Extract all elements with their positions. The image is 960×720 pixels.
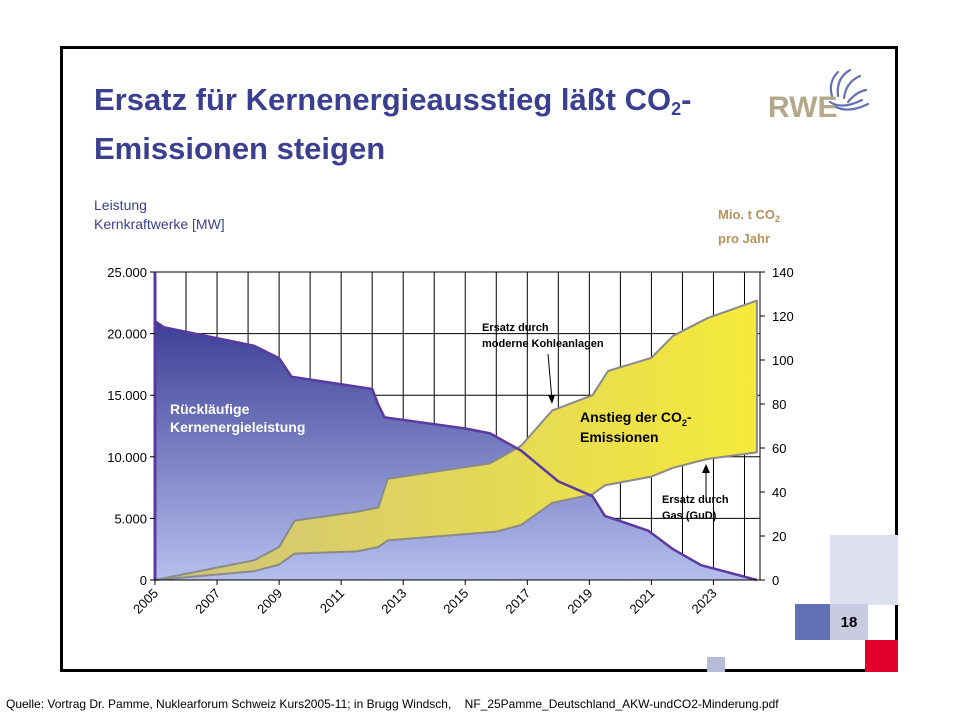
- left-axis-line-1: Leistung: [94, 197, 147, 213]
- title-dash: -: [681, 82, 692, 117]
- svg-text:Rückläufige Kernenergiel: Rückläufige Kernenergieleistung: [170, 401, 305, 435]
- left-tick-label: 0: [140, 573, 147, 588]
- title-text: Ersatz für Kernenergieausstieg läßt CO: [94, 82, 672, 117]
- x-ticks: 2005 2007 2009 2011 2013 2015 2017 2019 2021 2023: [130, 580, 720, 617]
- title-subscript: 2: [671, 99, 682, 119]
- annotations: Rückläufige Kernenergieleistung Anstieg …: [170, 322, 732, 522]
- axes: [153, 272, 761, 581]
- right-axis-line-1: Mio. t CO: [718, 207, 776, 222]
- decor-small-square: [707, 657, 725, 672]
- decor-blue-square: [795, 604, 830, 640]
- gas-arrowhead: [702, 464, 710, 473]
- left-tick-label: 25.000: [107, 265, 147, 280]
- coal-arrow: [547, 353, 553, 401]
- coal-label-line-2: moderne Kohleanlagen: [482, 338, 604, 350]
- rwe-logo: RWE: [768, 68, 870, 124]
- source-file: NF_25Pamme_Deutschland_AKW-undCO2-Minder…: [464, 697, 779, 711]
- right-axis-title: Mio. t CO2 pro Jahr: [718, 205, 780, 248]
- right-ticks: 140 120 100 80 60 40 20 0: [760, 265, 794, 588]
- left-axis-title: Leistung Kernkraftwerke [MW]: [94, 196, 225, 234]
- decor-red-square: [865, 640, 898, 672]
- right-tick-label: 20: [772, 529, 786, 544]
- left-tick-label: 10.000: [107, 450, 147, 465]
- right-tick-label: 120: [772, 309, 794, 324]
- right-tick-label: 0: [772, 573, 779, 588]
- left-tick-label: 15.000: [107, 388, 147, 403]
- x-tick-label: 2013: [378, 586, 409, 617]
- co2-area: [154, 299, 758, 581]
- x-tick-label: 2021: [626, 586, 657, 617]
- x-tick-label: 2023: [689, 586, 720, 617]
- hand-icon: [828, 68, 870, 111]
- left-ticks: 25.000 20.000 15.000 10.000 5.000 0: [107, 265, 155, 588]
- right-tick-label: 100: [772, 353, 794, 368]
- x-tick-label: 2011: [317, 586, 347, 616]
- nuclear-area: [155, 321, 757, 580]
- gas-label-line-2: Gas (GuD): [662, 510, 717, 522]
- coal-label-line-1: Ersatz durch: [482, 322, 549, 334]
- co2-label-dash: -: [687, 409, 692, 425]
- nuclear-label-line-2: Kernenergieleistung: [170, 419, 305, 435]
- nuclear-label-line-1: Rückläufige: [170, 401, 250, 417]
- x-tick-label: 2009: [254, 586, 285, 617]
- source-note: Quelle: Vortrag Dr. Pamme, Nuklearforum …: [6, 697, 789, 711]
- co2-label-line-2: Emissionen: [580, 429, 659, 445]
- x-tick-label: 2017: [502, 586, 533, 617]
- x-tick-label: 2005: [130, 586, 161, 617]
- right-tick-label: 40: [772, 485, 786, 500]
- svg-text:Ersatz durch moderne Koh: Ersatz durch moderne Kohleanlagen: [482, 322, 604, 350]
- right-tick-label: 80: [772, 397, 786, 412]
- page-number: 18: [830, 604, 868, 640]
- coal-arrowhead: [548, 395, 555, 404]
- x-tick-label: 2007: [192, 586, 223, 617]
- decor-light-square: [830, 535, 898, 605]
- svg-text:Ersatz durch Gas (GuD): Ersatz durch Gas (GuD): [662, 494, 732, 522]
- co2-label-subscript: 2: [682, 418, 687, 428]
- right-axis-subscript: 2: [775, 214, 781, 224]
- left-tick-label: 20.000: [107, 327, 147, 342]
- source-text: Quelle: Vortrag Dr. Pamme, Nuklearforum …: [6, 697, 452, 711]
- co2-label-line-1: Anstieg der CO2-: [580, 409, 692, 428]
- left-tick-label: 5.000: [114, 511, 147, 526]
- title-line-2: Emissionen steigen: [94, 131, 386, 166]
- nuclear-line: [154, 320, 758, 582]
- co2-label-text: Anstieg der CO: [580, 409, 682, 425]
- right-tick-label: 60: [772, 441, 786, 456]
- data-areas: [154, 299, 758, 582]
- page-title: Ersatz für Kernenergieausstieg läßt CO2-…: [94, 80, 691, 169]
- gas-label-line-1: Ersatz durch: [662, 494, 729, 506]
- x-tick-label: 2015: [440, 586, 471, 617]
- left-axis-line-2: Kernkraftwerke [MW]: [94, 216, 225, 232]
- right-axis-line-2: pro Jahr: [718, 231, 771, 246]
- logo-text: RWE: [768, 91, 837, 124]
- x-tick-label: 2019: [564, 586, 595, 617]
- right-tick-label: 140: [772, 265, 794, 280]
